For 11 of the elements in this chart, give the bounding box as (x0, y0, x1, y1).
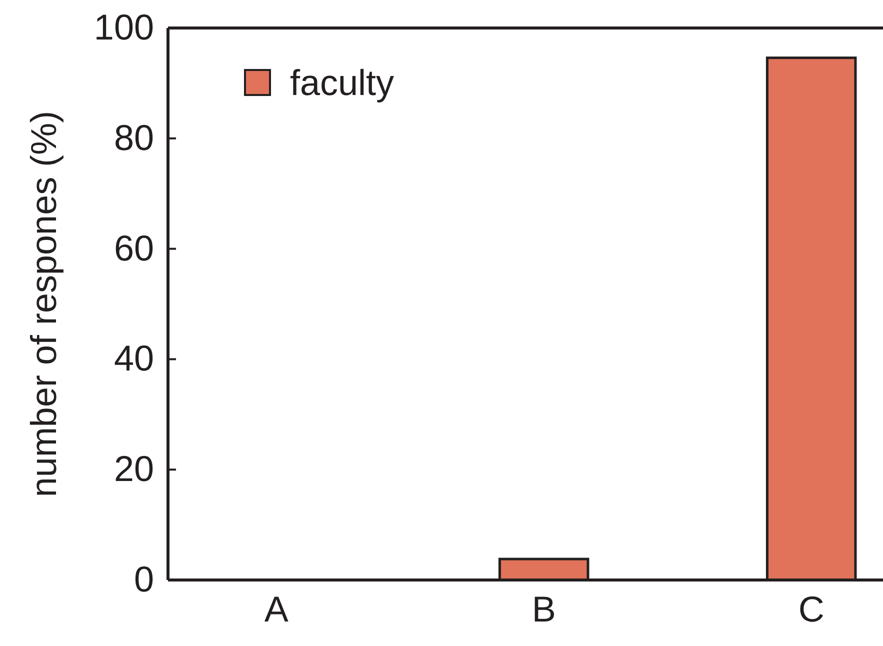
y-axis-title: number of respones (%) (23, 110, 64, 498)
y-tick-label: 20 (114, 448, 154, 490)
y-tick-label: 100 (94, 6, 154, 48)
y-tick-label: 40 (114, 338, 154, 379)
x-tick-label: A (264, 588, 288, 630)
y-tick-label: 0 (134, 558, 154, 600)
legend-label: faculty (290, 62, 394, 103)
x-tick-label: B (532, 588, 556, 630)
y-tick-label: 60 (114, 227, 154, 268)
y-tick-label: 80 (114, 116, 154, 158)
x-tick-label: C (798, 588, 824, 630)
